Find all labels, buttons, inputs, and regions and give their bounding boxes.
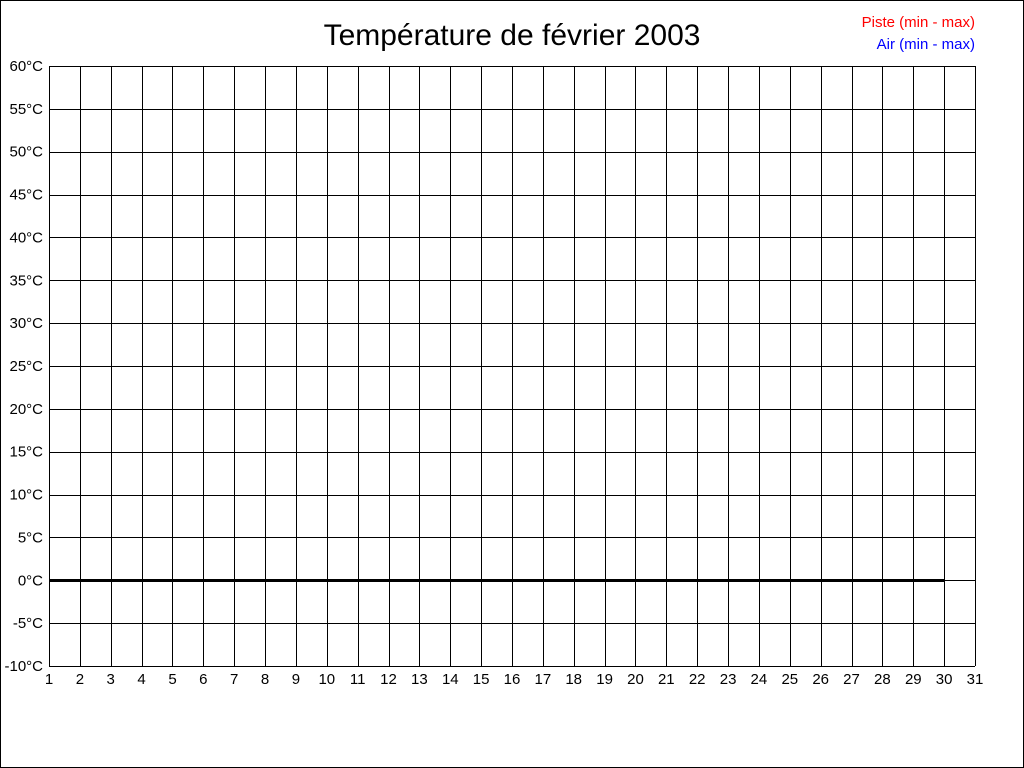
svg-text:3: 3	[107, 671, 115, 688]
svg-text:60°C: 60°C	[9, 58, 43, 75]
svg-text:0°C: 0°C	[18, 572, 43, 589]
svg-text:16: 16	[504, 671, 521, 688]
svg-text:25: 25	[781, 671, 798, 688]
svg-text:6: 6	[199, 671, 207, 688]
svg-text:10°C: 10°C	[9, 487, 43, 504]
svg-text:50°C: 50°C	[9, 144, 43, 161]
svg-text:11: 11	[350, 671, 366, 688]
svg-text:24: 24	[751, 671, 768, 688]
svg-text:9: 9	[292, 671, 300, 688]
svg-text:35°C: 35°C	[9, 272, 43, 289]
svg-text:5: 5	[168, 671, 176, 688]
svg-text:40°C: 40°C	[9, 229, 43, 246]
svg-text:17: 17	[535, 671, 552, 688]
svg-text:31: 31	[967, 671, 984, 688]
svg-text:2: 2	[76, 671, 84, 688]
svg-text:20: 20	[627, 671, 644, 688]
svg-text:12: 12	[380, 671, 397, 688]
svg-text:29: 29	[905, 671, 922, 688]
svg-text:45°C: 45°C	[9, 187, 43, 204]
svg-text:23: 23	[720, 671, 737, 688]
svg-text:27: 27	[843, 671, 860, 688]
svg-text:20°C: 20°C	[9, 401, 43, 418]
svg-text:13: 13	[411, 671, 428, 688]
svg-text:25°C: 25°C	[9, 358, 43, 375]
svg-text:-10°C: -10°C	[4, 658, 43, 675]
svg-text:22: 22	[689, 671, 706, 688]
svg-text:30°C: 30°C	[9, 315, 43, 332]
svg-text:1: 1	[45, 671, 53, 688]
svg-text:14: 14	[442, 671, 459, 688]
svg-text:-5°C: -5°C	[13, 615, 43, 632]
svg-text:30: 30	[936, 671, 953, 688]
svg-text:5°C: 5°C	[18, 529, 43, 546]
svg-text:7: 7	[230, 671, 238, 688]
svg-text:10: 10	[318, 671, 335, 688]
svg-text:28: 28	[874, 671, 891, 688]
svg-text:26: 26	[812, 671, 829, 688]
svg-text:19: 19	[596, 671, 613, 688]
svg-text:18: 18	[565, 671, 582, 688]
svg-text:15: 15	[473, 671, 490, 688]
svg-text:55°C: 55°C	[9, 101, 43, 118]
svg-text:15°C: 15°C	[9, 444, 43, 461]
svg-text:21: 21	[658, 671, 675, 688]
svg-text:8: 8	[261, 671, 269, 688]
svg-text:4: 4	[137, 671, 145, 688]
